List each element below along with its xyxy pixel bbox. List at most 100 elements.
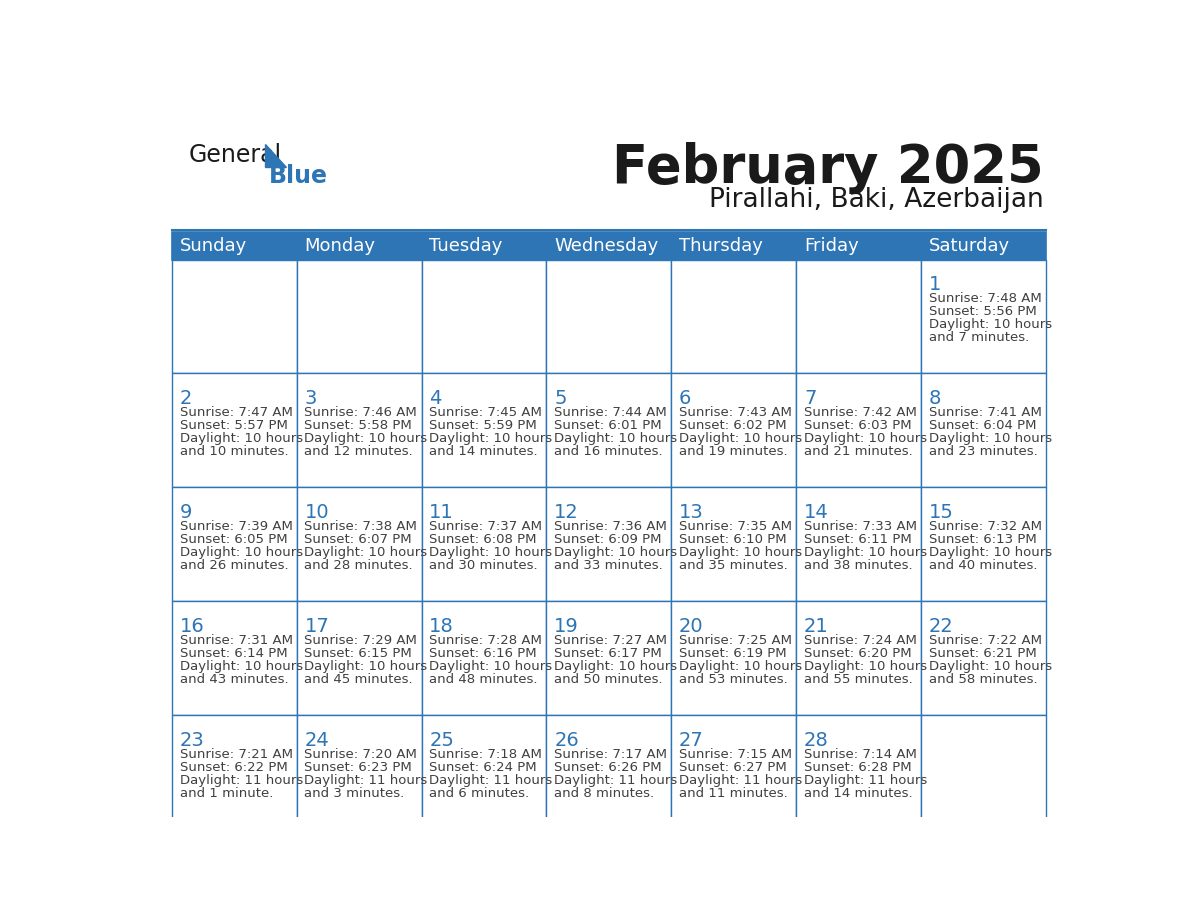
- Bar: [172, 601, 297, 715]
- Bar: [921, 715, 1045, 829]
- Text: Daylight: 10 hours: Daylight: 10 hours: [929, 660, 1051, 673]
- Text: Sunset: 6:20 PM: Sunset: 6:20 PM: [804, 647, 911, 660]
- Text: and 26 minutes.: and 26 minutes.: [179, 559, 289, 572]
- Text: and 58 minutes.: and 58 minutes.: [929, 673, 1037, 686]
- Text: Sunrise: 7:18 AM: Sunrise: 7:18 AM: [429, 748, 542, 761]
- Bar: [422, 715, 546, 829]
- Text: Pirallahi, Baki, Azerbaijan: Pirallahi, Baki, Azerbaijan: [709, 187, 1043, 213]
- Text: Sunset: 6:03 PM: Sunset: 6:03 PM: [804, 419, 911, 432]
- Text: Daylight: 10 hours: Daylight: 10 hours: [929, 546, 1051, 559]
- Text: 21: 21: [804, 617, 829, 636]
- Text: 5: 5: [554, 389, 567, 408]
- Text: Daylight: 11 hours: Daylight: 11 hours: [554, 774, 677, 787]
- Bar: [297, 374, 422, 487]
- Text: Friday: Friday: [804, 237, 859, 254]
- Text: and 12 minutes.: and 12 minutes.: [304, 445, 413, 458]
- Bar: [546, 487, 671, 601]
- Text: and 6 minutes.: and 6 minutes.: [429, 787, 530, 800]
- Text: Sunrise: 7:42 AM: Sunrise: 7:42 AM: [804, 406, 917, 419]
- Text: and 19 minutes.: and 19 minutes.: [680, 445, 788, 458]
- Text: 6: 6: [680, 389, 691, 408]
- Text: Daylight: 10 hours: Daylight: 10 hours: [429, 432, 552, 445]
- Text: 27: 27: [680, 731, 703, 750]
- Text: Sunset: 6:27 PM: Sunset: 6:27 PM: [680, 761, 786, 774]
- Text: Sunrise: 7:14 AM: Sunrise: 7:14 AM: [804, 748, 917, 761]
- Text: Sunset: 6:08 PM: Sunset: 6:08 PM: [429, 532, 537, 546]
- Text: Sunset: 6:21 PM: Sunset: 6:21 PM: [929, 647, 1037, 660]
- Text: Sunset: 6:19 PM: Sunset: 6:19 PM: [680, 647, 786, 660]
- Text: Daylight: 10 hours: Daylight: 10 hours: [680, 546, 802, 559]
- Text: and 28 minutes.: and 28 minutes.: [304, 559, 413, 572]
- Text: and 38 minutes.: and 38 minutes.: [804, 559, 912, 572]
- Text: February 2025: February 2025: [612, 142, 1043, 195]
- Text: 3: 3: [304, 389, 317, 408]
- Bar: [671, 487, 796, 601]
- Bar: [297, 601, 422, 715]
- Text: Sunrise: 7:21 AM: Sunrise: 7:21 AM: [179, 748, 292, 761]
- Bar: [671, 601, 796, 715]
- Text: Daylight: 10 hours: Daylight: 10 hours: [304, 546, 428, 559]
- Text: Monday: Monday: [304, 237, 375, 254]
- Text: 24: 24: [304, 731, 329, 750]
- Bar: [546, 374, 671, 487]
- Bar: [546, 232, 671, 260]
- Bar: [796, 715, 921, 829]
- Text: Sunset: 6:04 PM: Sunset: 6:04 PM: [929, 419, 1036, 432]
- Text: and 30 minutes.: and 30 minutes.: [429, 559, 538, 572]
- Text: 23: 23: [179, 731, 204, 750]
- Text: 10: 10: [304, 503, 329, 521]
- Bar: [297, 715, 422, 829]
- Text: 28: 28: [804, 731, 829, 750]
- Text: Sunrise: 7:45 AM: Sunrise: 7:45 AM: [429, 406, 542, 419]
- Text: and 33 minutes.: and 33 minutes.: [554, 559, 663, 572]
- Bar: [546, 260, 671, 374]
- Bar: [921, 260, 1045, 374]
- Text: Sunrise: 7:38 AM: Sunrise: 7:38 AM: [304, 520, 417, 532]
- Text: Daylight: 10 hours: Daylight: 10 hours: [554, 660, 677, 673]
- Text: Wednesday: Wednesday: [554, 237, 658, 254]
- Text: Sunrise: 7:29 AM: Sunrise: 7:29 AM: [304, 633, 417, 647]
- Text: 18: 18: [429, 617, 454, 636]
- Text: Daylight: 10 hours: Daylight: 10 hours: [429, 660, 552, 673]
- Bar: [546, 715, 671, 829]
- Text: Daylight: 10 hours: Daylight: 10 hours: [554, 432, 677, 445]
- Text: Sunset: 6:07 PM: Sunset: 6:07 PM: [304, 532, 412, 546]
- Text: Sunrise: 7:46 AM: Sunrise: 7:46 AM: [304, 406, 417, 419]
- Text: Sunset: 6:15 PM: Sunset: 6:15 PM: [304, 647, 412, 660]
- Bar: [172, 487, 297, 601]
- Text: Sunset: 5:59 PM: Sunset: 5:59 PM: [429, 419, 537, 432]
- Text: and 11 minutes.: and 11 minutes.: [680, 787, 788, 800]
- Text: Daylight: 10 hours: Daylight: 10 hours: [304, 660, 428, 673]
- Text: 22: 22: [929, 617, 954, 636]
- Bar: [671, 232, 796, 260]
- Text: and 3 minutes.: and 3 minutes.: [304, 787, 405, 800]
- Text: Daylight: 10 hours: Daylight: 10 hours: [554, 546, 677, 559]
- Text: Sunrise: 7:25 AM: Sunrise: 7:25 AM: [680, 633, 792, 647]
- Text: Daylight: 11 hours: Daylight: 11 hours: [304, 774, 428, 787]
- Text: Saturday: Saturday: [929, 237, 1010, 254]
- Text: Sunrise: 7:22 AM: Sunrise: 7:22 AM: [929, 633, 1042, 647]
- Text: Sunrise: 7:47 AM: Sunrise: 7:47 AM: [179, 406, 292, 419]
- Bar: [422, 487, 546, 601]
- Text: 4: 4: [429, 389, 442, 408]
- Text: Daylight: 10 hours: Daylight: 10 hours: [179, 546, 303, 559]
- Text: Tuesday: Tuesday: [429, 237, 503, 254]
- Text: and 50 minutes.: and 50 minutes.: [554, 673, 663, 686]
- Text: Sunrise: 7:33 AM: Sunrise: 7:33 AM: [804, 520, 917, 532]
- Bar: [671, 715, 796, 829]
- Text: Sunset: 6:05 PM: Sunset: 6:05 PM: [179, 532, 287, 546]
- Text: Sunset: 6:09 PM: Sunset: 6:09 PM: [554, 532, 662, 546]
- Polygon shape: [265, 144, 286, 167]
- Text: Sunset: 6:26 PM: Sunset: 6:26 PM: [554, 761, 662, 774]
- Text: Sunset: 6:13 PM: Sunset: 6:13 PM: [929, 532, 1037, 546]
- Text: 25: 25: [429, 731, 454, 750]
- Bar: [297, 232, 422, 260]
- Text: Sunrise: 7:43 AM: Sunrise: 7:43 AM: [680, 406, 792, 419]
- Text: 11: 11: [429, 503, 454, 521]
- Text: Sunrise: 7:39 AM: Sunrise: 7:39 AM: [179, 520, 292, 532]
- Text: and 48 minutes.: and 48 minutes.: [429, 673, 538, 686]
- Bar: [921, 232, 1045, 260]
- Bar: [796, 260, 921, 374]
- Bar: [546, 601, 671, 715]
- Text: and 10 minutes.: and 10 minutes.: [179, 445, 289, 458]
